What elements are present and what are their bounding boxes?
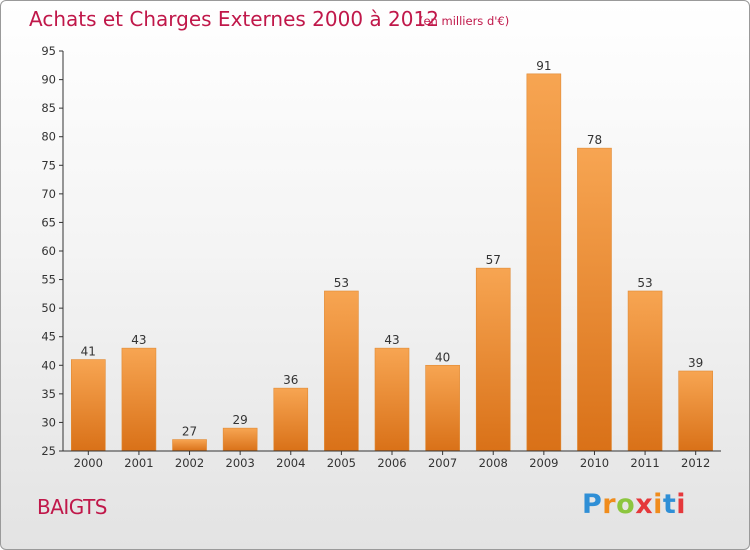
y-tick-label-75: 75: [41, 158, 56, 172]
logo-letter: x: [635, 489, 654, 520]
chart-unit: (en milliers d'€): [419, 14, 510, 28]
y-tick-label-95: 95: [41, 44, 56, 58]
bar-2007: [425, 364, 460, 452]
x-tick-label-2001: 2001: [124, 456, 153, 470]
y-tick-label-40: 40: [41, 358, 56, 372]
x-tick-label-2002: 2002: [175, 456, 204, 470]
logo-letter: t: [662, 489, 677, 520]
value-label-2010: 78: [587, 133, 602, 147]
bar-2008: [475, 267, 511, 452]
x-tick-label-2012: 2012: [681, 456, 710, 470]
bar-2010: [577, 147, 612, 452]
x-tick-label-2009: 2009: [529, 456, 558, 470]
logo-letter: i: [653, 489, 663, 520]
bar-2006: [374, 347, 410, 452]
x-tick-label-2011: 2011: [630, 456, 659, 470]
value-label-2012: 39: [688, 356, 703, 370]
value-label-2001: 43: [131, 333, 146, 347]
y-tick-label-65: 65: [41, 215, 56, 229]
value-label-2003: 29: [233, 413, 248, 427]
y-tick-label-85: 85: [41, 101, 56, 115]
value-label-2007: 40: [435, 350, 450, 364]
y-tick-label-90: 90: [41, 73, 56, 87]
value-label-2011: 53: [637, 276, 652, 290]
bar-2012: [678, 370, 713, 452]
y-tick-label-45: 45: [41, 330, 56, 344]
value-label-2008: 57: [486, 253, 501, 267]
y-tick-label-35: 35: [41, 387, 56, 401]
y-tick-label-80: 80: [41, 130, 56, 144]
y-tick-label-30: 30: [41, 415, 56, 429]
proxiti-logo[interactable]: Proxiti: [582, 489, 686, 520]
bar-2011: [627, 290, 663, 452]
x-tick-label-2006: 2006: [377, 456, 406, 470]
bar-2002: [172, 439, 207, 452]
bar-2003: [222, 427, 258, 452]
x-tick-label-2003: 2003: [226, 456, 255, 470]
x-tick-label-2000: 2000: [74, 456, 103, 470]
value-label-2006: 43: [384, 333, 399, 347]
bar-2004: [273, 387, 309, 452]
logo-letter: o: [616, 489, 636, 520]
x-tick-label-2010: 2010: [580, 456, 609, 470]
logo-letter: r: [602, 489, 617, 520]
bar-2009: [526, 73, 562, 452]
x-tick-label-2004: 2004: [276, 456, 305, 470]
x-tick-label-2005: 2005: [327, 456, 356, 470]
value-label-2005: 53: [334, 276, 349, 290]
logo-letter: i: [676, 489, 687, 520]
bar-2005: [324, 290, 359, 452]
value-label-2000: 41: [81, 345, 96, 359]
y-tick-label-70: 70: [41, 187, 56, 201]
y-tick-label-25: 25: [41, 444, 56, 458]
y-tick-label-50: 50: [41, 301, 56, 315]
bar-2001: [121, 347, 157, 452]
value-label-2009: 91: [536, 59, 551, 73]
logo-letter: P: [582, 489, 603, 520]
x-tick-label-2008: 2008: [479, 456, 508, 470]
x-tick-label-2007: 2007: [428, 456, 457, 470]
place-name: BAIGTS: [37, 495, 108, 519]
y-tick-label-60: 60: [41, 244, 56, 258]
value-label-2004: 36: [283, 373, 298, 387]
y-tick-label-55: 55: [41, 273, 56, 287]
value-label-2002: 27: [182, 425, 197, 439]
chart-title: Achats et Charges Externes 2000 à 2012: [29, 7, 439, 31]
bar-2000: [71, 359, 106, 452]
